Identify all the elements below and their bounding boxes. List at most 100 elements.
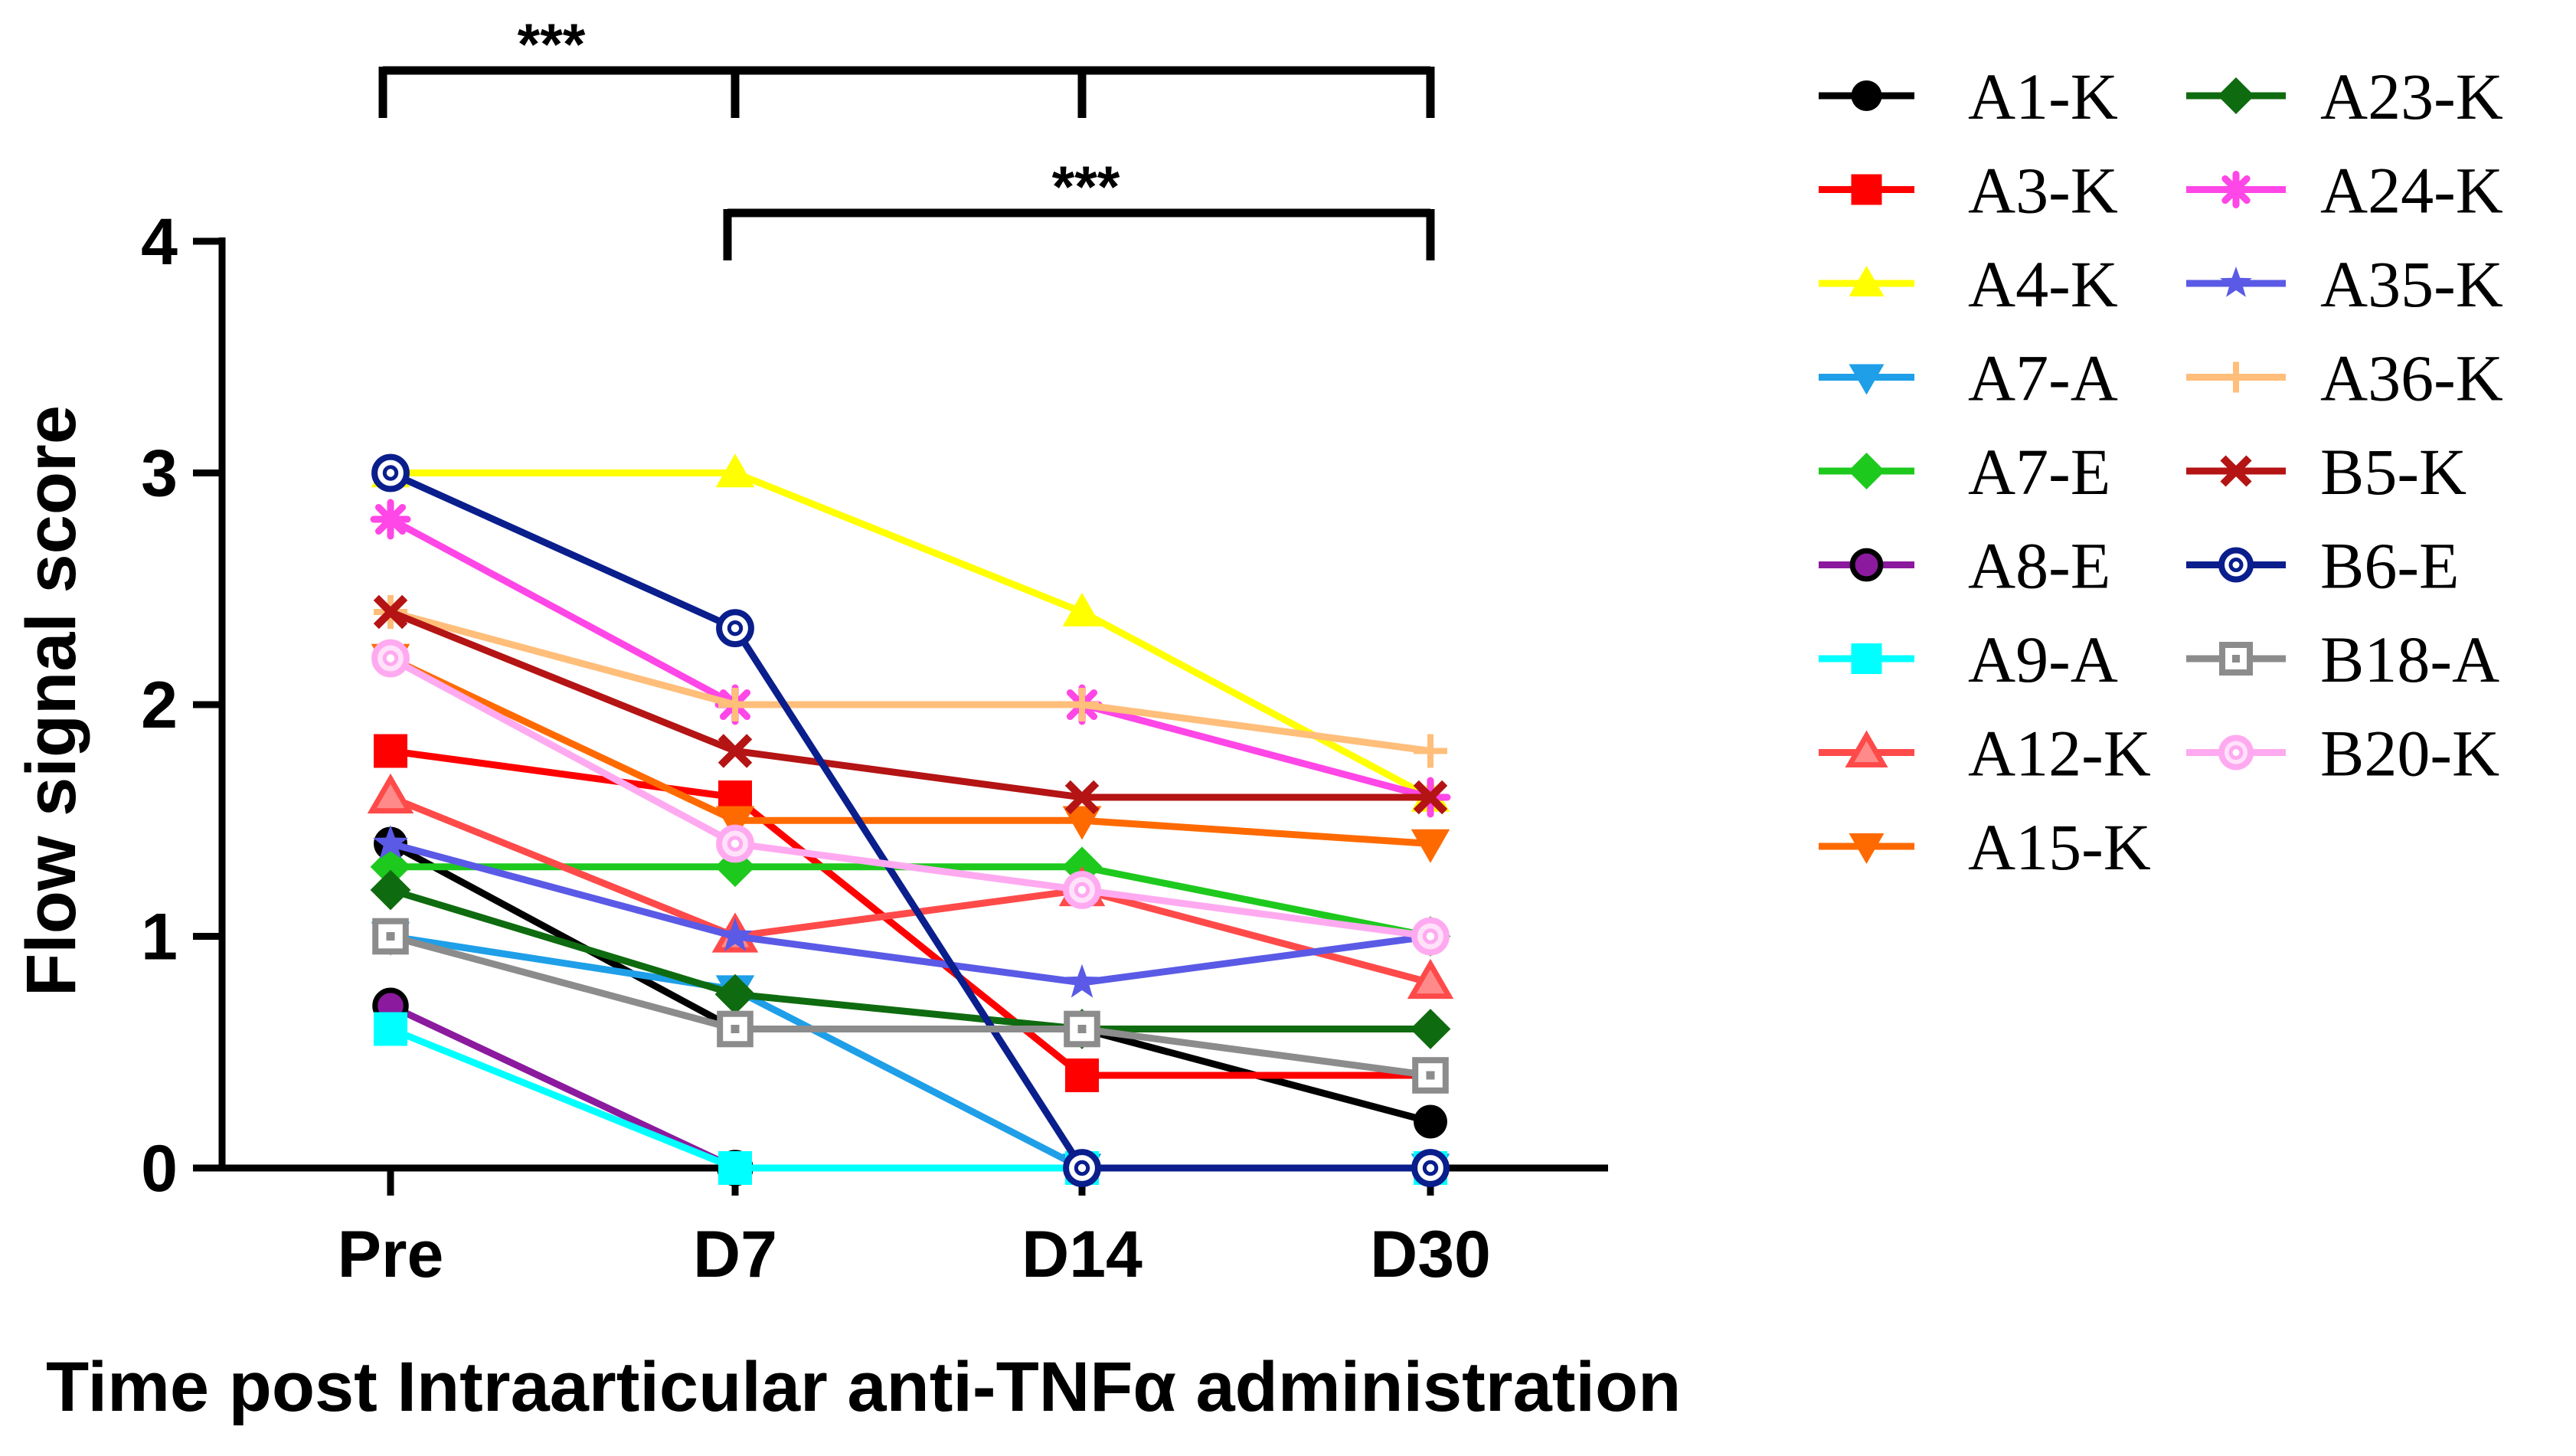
series-line-a4-k — [391, 470, 1433, 800]
data-point-a3-k-d14 — [1065, 1058, 1099, 1092]
series-line-b18-a — [389, 933, 1431, 1079]
legend-label-a4-k: A4-K — [1968, 247, 2118, 321]
series-line-a35-k — [389, 840, 1431, 986]
y-tick-label: 4 — [141, 205, 178, 279]
legend-label-b18-a: B18-A — [2320, 623, 2499, 696]
legend-marker-a12-k — [1845, 730, 1888, 767]
data-point-a23-k-d7 — [714, 973, 756, 1015]
significance-label: *** — [518, 12, 586, 77]
data-point-b5-k-pre — [373, 594, 408, 630]
data-point-b5-k-d14 — [1064, 780, 1100, 815]
legend-item-a8-e: A8-E — [1819, 529, 2110, 603]
data-point-b20-k-d7 — [716, 824, 754, 863]
data-point-b20-k-d14 — [1063, 871, 1101, 909]
legend-item-a12-k: A12-K — [1819, 717, 2151, 790]
data-point-a1-k-d30 — [1414, 1104, 1447, 1139]
series-line-b20-k — [388, 655, 1431, 940]
y-tick-label: 2 — [141, 669, 178, 742]
data-point-a15-k-d14 — [1062, 806, 1102, 840]
significance-brackets: *** *** — [378, 12, 1435, 260]
series-line-a24-k — [388, 516, 1432, 801]
data-point-b5-k-d7 — [718, 734, 753, 768]
data-point-a15-k-d30 — [1411, 829, 1450, 863]
data-point-b6-e-d14 — [1063, 1149, 1101, 1187]
legend-label-a15-k: A15-K — [1968, 810, 2151, 884]
data-point-b18-a-pre — [372, 918, 409, 955]
legend-label-a1-k: A1-K — [1968, 60, 2118, 133]
series-line-b5-k — [389, 608, 1430, 801]
x-tick-label-d7: D7 — [693, 1218, 777, 1291]
legend-marker-a3-k — [1851, 174, 1882, 205]
data-point-b18-a-d14 — [1064, 1010, 1100, 1048]
x-tick-label-d14: D14 — [1022, 1218, 1143, 1291]
data-point-a9-a-d7 — [718, 1151, 752, 1185]
legend-label-a12-k: A12-K — [1968, 717, 2151, 790]
legend-item-b5-k: B5-K — [2186, 435, 2466, 509]
legend-item-b18-a: B18-A — [2186, 623, 2499, 696]
significance-bracket-2: *** — [723, 155, 1435, 260]
legend-item-a24-k: A24-K — [2186, 154, 2503, 227]
series-lines — [367, 453, 1454, 1188]
legend-label-a7-a: A7-A — [1968, 342, 2118, 415]
legend-item-b20-k: B20-K — [2186, 717, 2499, 790]
y-tick-label: 0 — [141, 1132, 178, 1206]
data-point-a36-k-d14 — [1065, 688, 1099, 721]
significance-bracket-1: *** — [378, 12, 1435, 118]
legend-marker-a36-k — [2221, 362, 2251, 393]
data-point-a35-k-d7 — [717, 918, 754, 952]
y-axis-title: Flow signal score — [12, 405, 90, 996]
legend-marker-a9-a — [1851, 643, 1882, 674]
data-point-a9-a-pre — [374, 1012, 407, 1046]
legend-marker-a7-e — [1848, 453, 1885, 489]
legend-marker-b20-k — [2218, 735, 2254, 771]
data-point-b18-a-d7 — [717, 1010, 754, 1048]
legend-marker-a1-k — [1851, 80, 1882, 111]
data-point-a4-k-d7 — [715, 453, 755, 488]
legend-marker-a4-k — [1849, 266, 1885, 296]
legend-marker-b5-k — [2220, 455, 2252, 487]
series-a36-k — [374, 595, 1447, 768]
x-tick-label-d30: D30 — [1370, 1218, 1491, 1291]
series-b18-a — [372, 918, 1449, 1094]
data-point-a36-k-d30 — [1414, 734, 1447, 768]
data-point-b20-k-d30 — [1411, 917, 1450, 956]
significance-label: *** — [1052, 155, 1120, 220]
data-point-b6-e-d30 — [1411, 1149, 1450, 1187]
legend-item-a9-a: A9-A — [1819, 623, 2118, 696]
legend-marker-a8-e — [1849, 548, 1884, 582]
x-tick-label-pre: Pre — [338, 1218, 444, 1291]
legend-marker-a35-k — [2220, 267, 2252, 297]
series-line-a23-k — [389, 886, 1430, 1032]
legend-marker-b6-e — [2218, 547, 2254, 583]
legend-marker-b18-a — [2219, 642, 2253, 676]
legend-label-b20-k: B20-K — [2320, 717, 2499, 790]
series-line-a3-k — [390, 748, 1430, 1079]
legend-label-b5-k: B5-K — [2320, 435, 2466, 509]
legend-item-a1-k: A1-K — [1819, 60, 2118, 133]
legend-label-b6-e: B6-E — [2320, 529, 2460, 603]
legend-label-a9-a: A9-A — [1968, 623, 2118, 696]
legend-marker-a15-k — [1849, 833, 1885, 864]
legend-item-a4-k: A4-K — [1819, 247, 2118, 321]
legend-item-b6-e: B6-E — [2186, 529, 2460, 603]
series-a1-k — [374, 826, 1447, 1139]
legend-label-a36-k: A36-K — [2320, 342, 2503, 415]
series-a9-a — [374, 1012, 1447, 1185]
series-b5-k — [373, 594, 1448, 815]
legend-item-a15-k: A15-K — [1819, 810, 2151, 884]
series-line-b6-e — [389, 470, 1430, 1172]
legend: A1-K A3-K A4-K A7-A A7-E A8-E A9-A A12-K A15-K A2… — [1819, 60, 2503, 884]
legend-marker-a7-a — [1849, 364, 1885, 395]
series-line-a9-a — [389, 1026, 1430, 1172]
legend-item-a7-e: A7-E — [1819, 435, 2110, 509]
data-point-a12-k-d30 — [1407, 958, 1454, 1000]
data-point-b20-k-pre — [371, 639, 410, 678]
y-tick-label: 3 — [141, 437, 178, 511]
legend-label-a24-k: A24-K — [2320, 154, 2503, 227]
series-a15-k — [371, 643, 1450, 863]
data-point-a23-k-d30 — [1410, 1009, 1451, 1049]
legend-marker-a24-k — [2217, 171, 2255, 208]
data-point-b18-a-d30 — [1412, 1057, 1449, 1094]
legend-item-a3-k: A3-K — [1819, 154, 2118, 227]
legend-marker-a23-k — [2218, 77, 2254, 114]
